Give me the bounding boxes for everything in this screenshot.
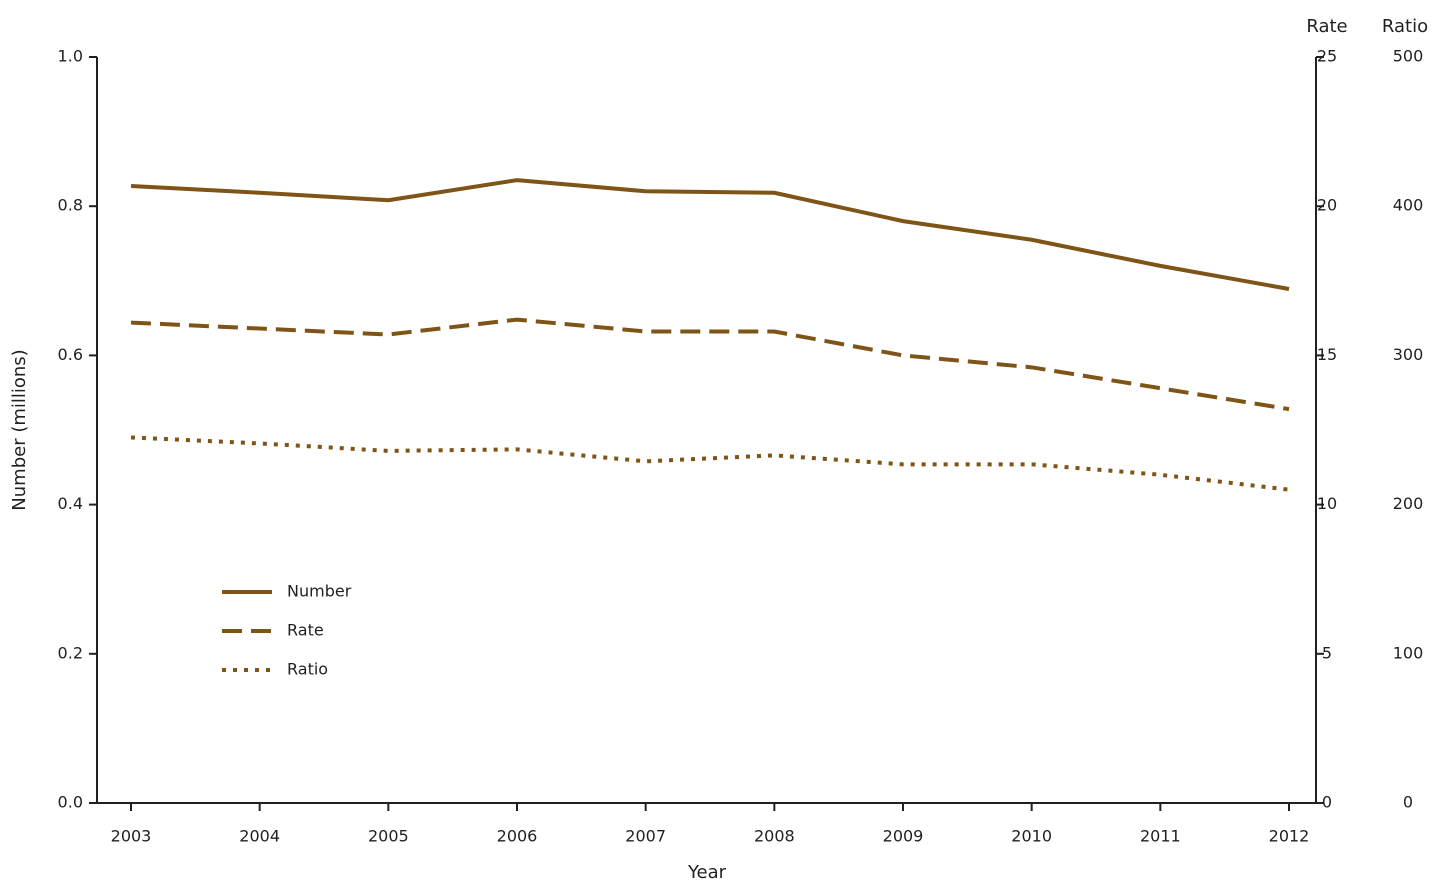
y2ticks-label: 0 xyxy=(1322,793,1332,812)
axis-frame xyxy=(96,57,1317,804)
y3-axis-title: Ratio xyxy=(1382,16,1428,37)
x-tick-label: 2005 xyxy=(368,827,409,846)
yticks-label: 0.6 xyxy=(58,345,83,364)
legend-label: Rate xyxy=(287,621,324,640)
legend-label: Ratio xyxy=(287,660,328,679)
y3ticks-label: 400 xyxy=(1393,196,1424,215)
x-tick-label: 2004 xyxy=(239,827,280,846)
series-line xyxy=(130,178,1290,291)
y3ticks-label: 500 xyxy=(1393,47,1424,66)
legend-label: Number xyxy=(287,582,352,601)
x-tick-label: 2009 xyxy=(883,827,924,846)
y2ticks-label: 25 xyxy=(1317,47,1337,66)
series-line xyxy=(130,435,1290,492)
series-line xyxy=(130,317,1290,412)
y2ticks-label: 15 xyxy=(1317,345,1337,364)
y2-axis-title: Rate xyxy=(1306,16,1347,37)
y2ticks-label: 10 xyxy=(1317,494,1337,513)
yticks-label: 0.4 xyxy=(58,494,83,513)
y3ticks-label: 0 xyxy=(1403,793,1413,812)
x-axis-title: Year xyxy=(687,862,727,882)
yticks-label: 0.0 xyxy=(58,793,83,812)
x-tick-label: 2011 xyxy=(1140,827,1181,846)
x-tick-label: 2006 xyxy=(497,827,538,846)
x-tick-label: 2010 xyxy=(1011,827,1052,846)
x-tick-label: 2007 xyxy=(625,827,666,846)
x-tick-label: 2012 xyxy=(1269,827,1310,846)
yticks-label: 0.2 xyxy=(58,643,83,662)
y3ticks-label: 200 xyxy=(1393,494,1424,513)
y3ticks-label: 100 xyxy=(1393,643,1424,662)
y3ticks-label: 300 xyxy=(1393,345,1424,364)
y2ticks-label: 20 xyxy=(1317,196,1337,215)
y-axis-title: Number (millions) xyxy=(9,349,30,510)
yticks-label: 0.8 xyxy=(58,196,83,215)
x-tick-label: 2003 xyxy=(111,827,152,846)
x-tick-label: 2008 xyxy=(754,827,795,846)
yticks-label: 1.0 xyxy=(58,47,83,66)
y2ticks-label: 5 xyxy=(1322,643,1332,662)
